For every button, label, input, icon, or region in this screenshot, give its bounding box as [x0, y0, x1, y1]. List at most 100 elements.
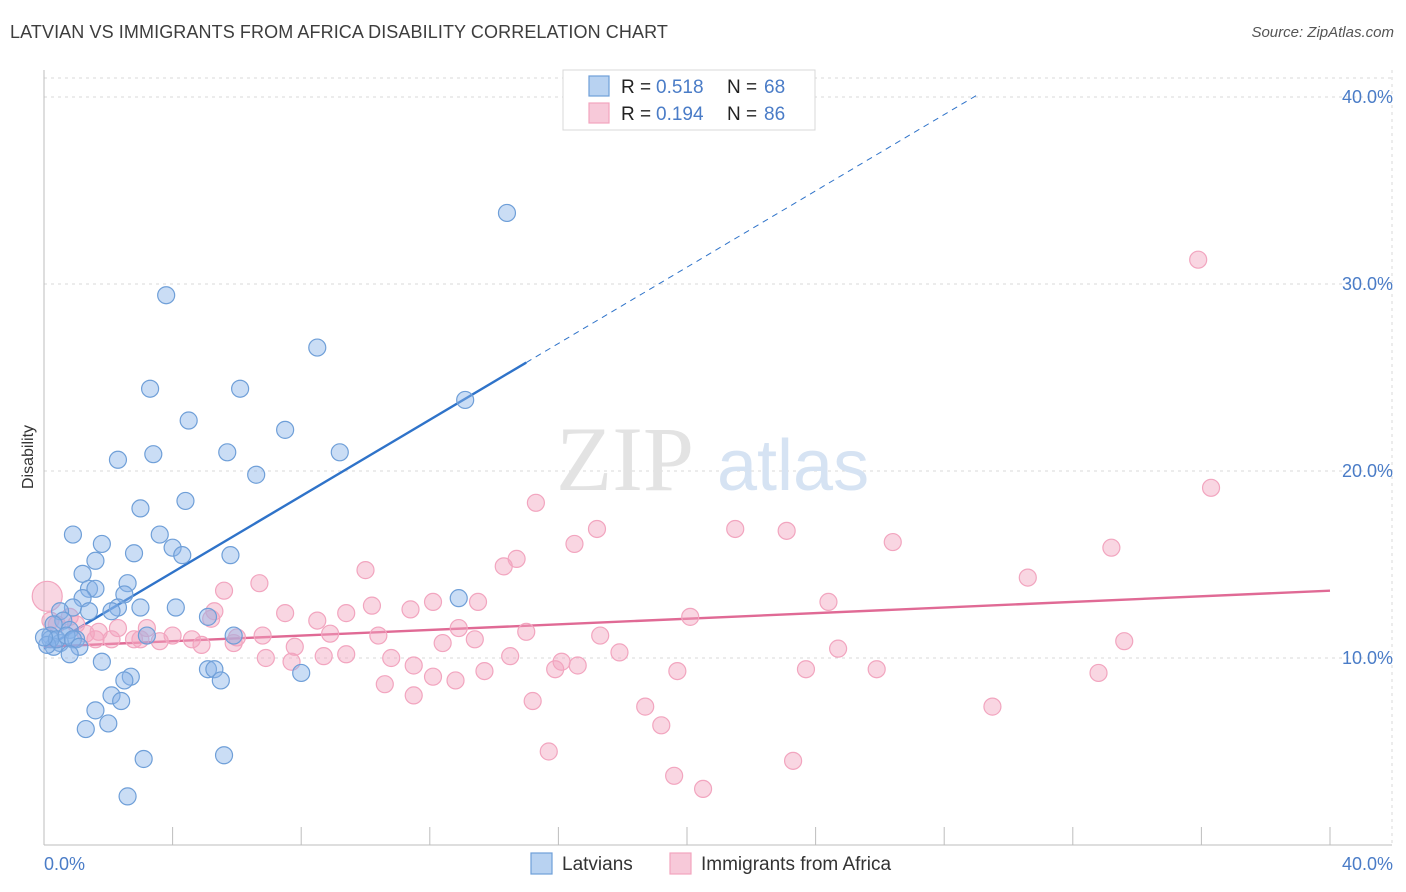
data-point-latvians	[92, 652, 111, 671]
data-point-immigrants-from-africa	[652, 716, 671, 735]
stats-legend: R = 0.518 N = 68 R = 0.194 N = 86	[562, 69, 816, 131]
data-point-immigrants-from-africa	[568, 656, 587, 675]
data-point-immigrants-from-africa	[796, 660, 816, 679]
data-point-latvians	[157, 286, 176, 305]
data-point-latvians	[73, 589, 92, 608]
data-point-latvians	[44, 615, 63, 634]
data-point-immigrants-from-africa	[375, 675, 394, 694]
data-point-immigrants-from-africa	[433, 633, 452, 653]
data-point-latvians	[79, 579, 99, 598]
data-point-latvians	[63, 630, 83, 649]
y-tick-label: 10.0%	[1342, 648, 1393, 668]
data-point-latvians	[292, 663, 311, 683]
data-point-latvians	[86, 551, 105, 570]
data-point-latvians	[205, 660, 224, 679]
legend-r-label: R =	[621, 104, 651, 125]
data-point-latvians	[308, 338, 327, 357]
data-point-immigrants-from-africa	[1018, 568, 1037, 587]
y-tick-label: 20.0%	[1342, 461, 1393, 481]
data-point-immigrants-from-africa	[1201, 478, 1221, 497]
data-point-immigrants-from-africa	[1102, 538, 1121, 557]
watermark: ZIP atlas	[556, 408, 869, 510]
data-point-latvians	[115, 585, 134, 604]
legend-n-label: N =	[727, 104, 757, 125]
data-point-latvians	[211, 671, 230, 690]
data-point-immigrants-from-africa	[285, 637, 304, 656]
data-point-latvians	[131, 499, 150, 518]
legend-n-value: 86	[764, 104, 785, 125]
data-point-latvians	[86, 579, 105, 598]
data-point-immigrants-from-africa	[401, 600, 420, 619]
data-point-immigrants-from-africa	[468, 592, 488, 612]
trend-line-latvians	[43, 361, 527, 650]
data-point-latvians	[330, 443, 349, 462]
y-tick-labels: 10.0% 20.0% 30.0% 40.0%	[1342, 87, 1393, 668]
chart-title: LATVIAN VS IMMIGRANTS FROM AFRICA DISABI…	[10, 22, 668, 42]
data-point-immigrants-from-africa	[423, 667, 443, 686]
data-point-immigrants-from-africa	[1189, 250, 1208, 269]
legend-r-label: R =	[621, 77, 651, 98]
data-point-immigrants-from-africa	[829, 639, 848, 658]
y-tick-label: 40.0%	[1342, 87, 1393, 107]
trend-line-latvians-extension	[525, 95, 977, 363]
data-point-immigrants-from-africa	[636, 697, 655, 716]
data-point-latvians	[173, 546, 192, 565]
axes	[43, 70, 1392, 846]
data-point-latvians	[276, 420, 295, 439]
series-immigrants-from-africa	[31, 250, 1221, 799]
data-point-immigrants-from-africa	[308, 611, 327, 630]
data-point-latvians	[86, 701, 105, 720]
data-point-latvians	[92, 534, 111, 554]
data-point-latvians	[34, 628, 54, 647]
data-point-latvians	[79, 602, 99, 621]
data-point-latvians	[231, 379, 250, 398]
data-point-latvians	[118, 574, 137, 593]
trend-lines	[43, 95, 1331, 650]
data-point-immigrants-from-africa	[591, 626, 610, 645]
data-point-immigrants-from-africa	[224, 633, 243, 653]
data-point-latvians	[163, 538, 182, 557]
data-point-latvians	[99, 714, 118, 733]
data-point-latvians	[70, 637, 89, 656]
data-point-immigrants-from-africa	[819, 592, 838, 612]
data-point-immigrants-from-africa	[475, 661, 494, 681]
legend-swatch	[669, 852, 692, 875]
data-point-immigrants-from-africa	[523, 691, 542, 711]
data-point-immigrants-from-africa	[610, 643, 629, 662]
data-point-latvians	[198, 660, 218, 679]
data-point-immigrants-from-africa	[382, 648, 401, 668]
data-point-immigrants-from-africa	[1115, 632, 1134, 651]
data-point-latvians	[102, 686, 121, 705]
data-point-immigrants-from-africa	[668, 661, 687, 681]
data-point-latvians	[166, 598, 185, 617]
data-point-immigrants-from-africa	[337, 645, 356, 664]
data-point-immigrants-from-africa	[192, 635, 211, 655]
data-point-immigrants-from-africa	[362, 596, 382, 615]
data-point-latvians	[102, 602, 121, 621]
data-point-immigrants-from-africa	[665, 766, 684, 785]
data-point-immigrants-from-africa	[681, 607, 700, 626]
data-point-immigrants-from-africa	[494, 557, 513, 576]
legend-swatch-blue	[588, 75, 610, 97]
data-point-latvians	[112, 691, 131, 711]
data-point-latvians	[176, 491, 195, 511]
legend-series-label: Immigrants from Africa	[701, 854, 891, 875]
data-point-immigrants-from-africa	[369, 626, 388, 645]
data-point-immigrants-from-africa	[526, 493, 545, 512]
data-point-immigrants-from-africa	[214, 581, 234, 600]
data-point-immigrants-from-africa	[726, 519, 745, 539]
data-point-latvians	[144, 445, 163, 464]
legend-n-value: 68	[764, 77, 785, 98]
watermark-zip: ZIP	[556, 408, 694, 510]
series-latvians	[34, 203, 517, 806]
data-point-latvians	[198, 607, 218, 626]
data-point-immigrants-from-africa	[1089, 663, 1108, 683]
legend-n-label: N =	[727, 77, 757, 98]
data-point-immigrants-from-africa	[321, 624, 340, 643]
data-point-latvians	[108, 450, 128, 469]
data-point-immigrants-from-africa	[539, 742, 558, 761]
data-point-latvians	[60, 645, 79, 664]
y-axis-label: Disability	[20, 425, 37, 489]
trend-line-immigrants-from-africa	[43, 589, 1331, 648]
